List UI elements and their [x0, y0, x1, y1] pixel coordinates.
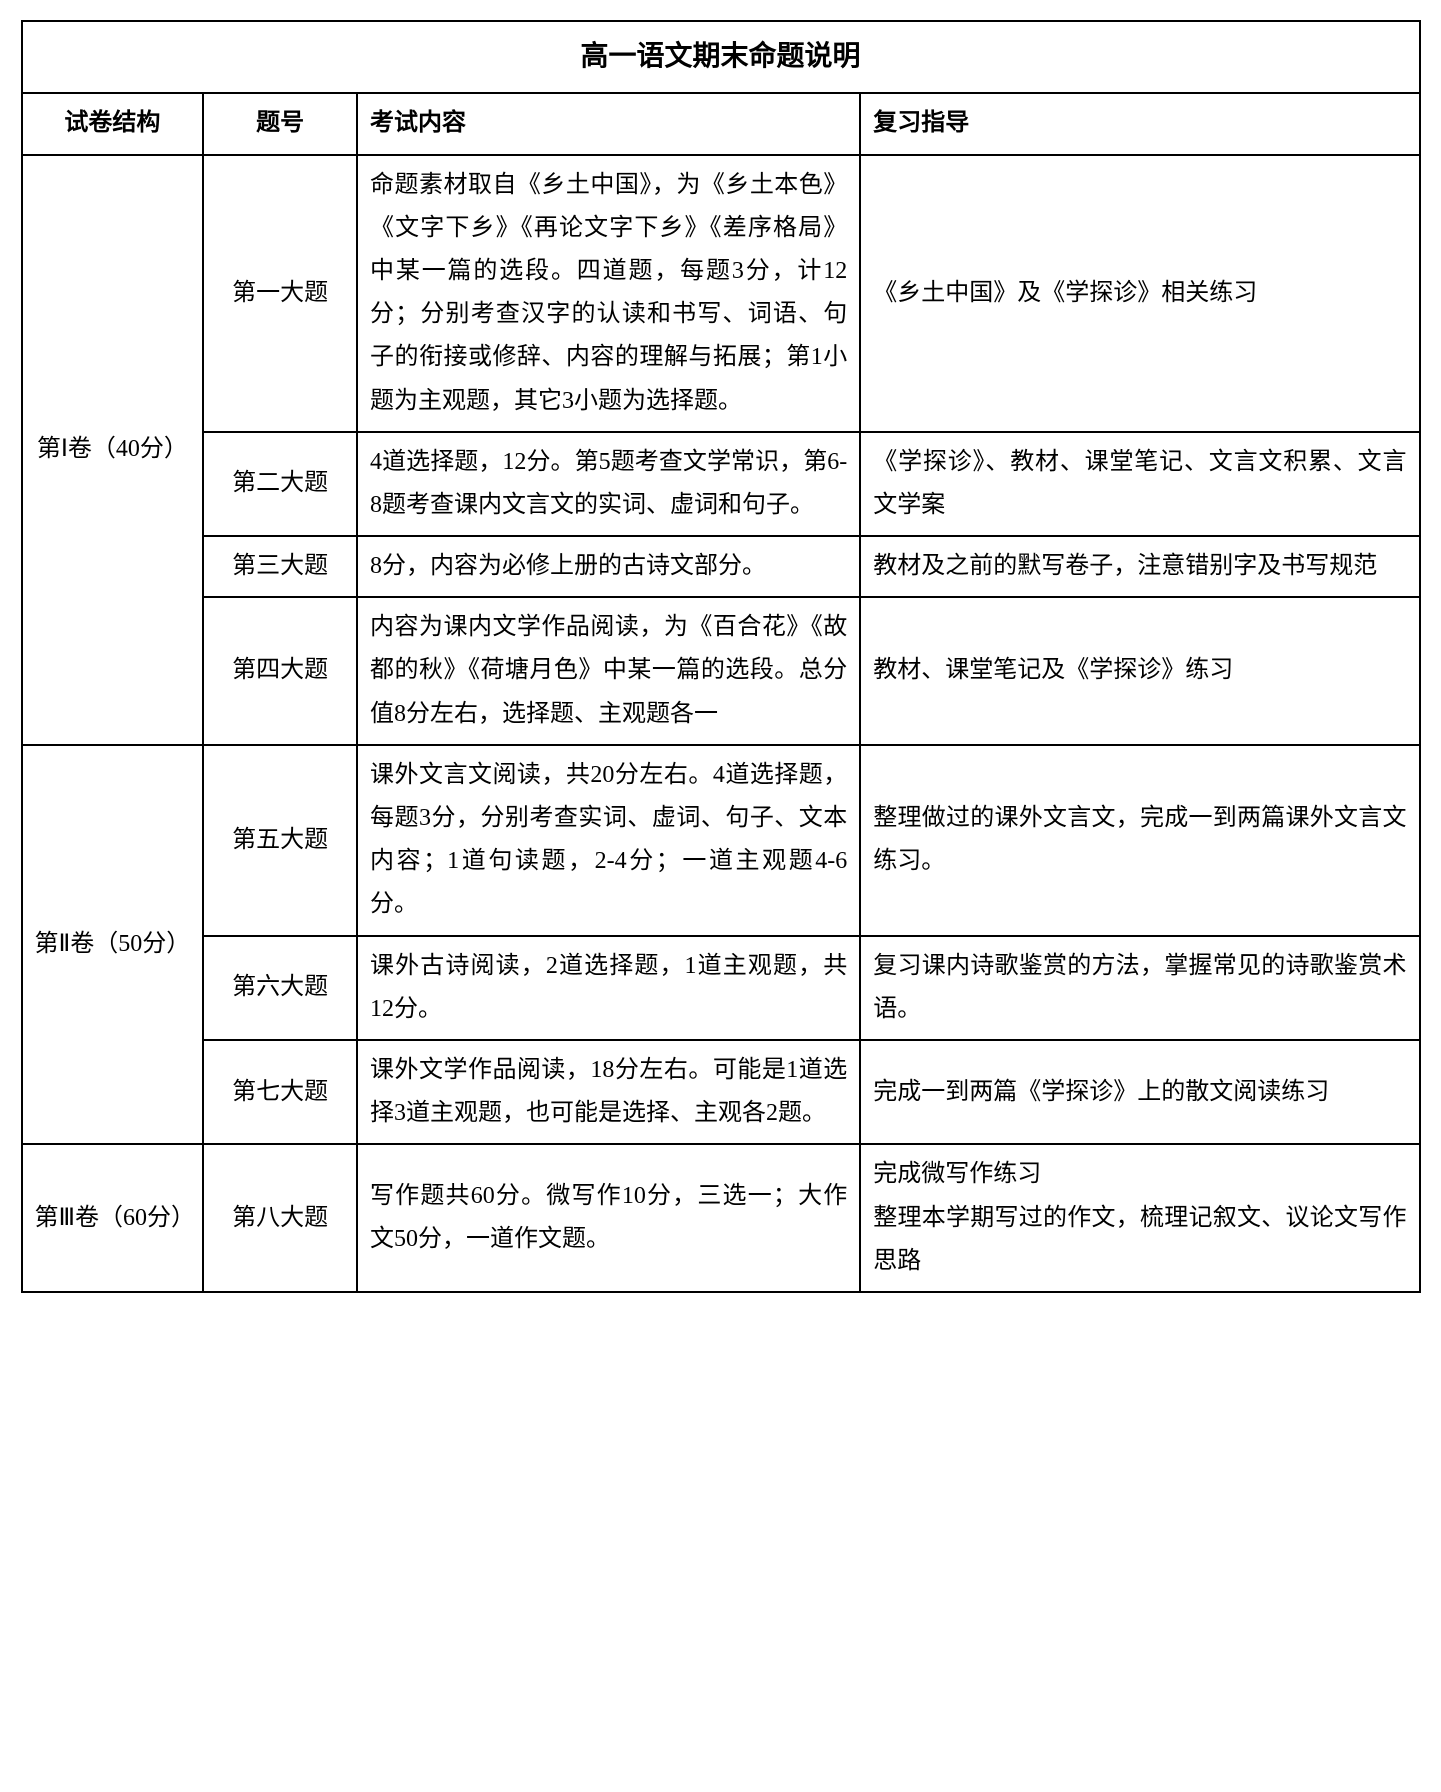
content-cell: 课外文学作品阅读，18分左右。可能是1道选择3道主观题，也可能是选择、主观各2题…: [357, 1040, 860, 1144]
header-content: 考试内容: [357, 93, 860, 154]
content-cell: 命题素材取自《乡土中国》，为《乡土本色》《文字下乡》《再论文字下乡》《差序格局》…: [357, 155, 860, 432]
header-guide: 复习指导: [860, 93, 1419, 154]
table-row: 第七大题 课外文学作品阅读，18分左右。可能是1道选择3道主观题，也可能是选择、…: [22, 1040, 1420, 1144]
header-row: 试卷结构 题号 考试内容 复习指导: [22, 93, 1420, 154]
number-cell: 第五大题: [203, 745, 357, 936]
number-cell: 第二大题: [203, 432, 357, 536]
guide-cell: 《乡土中国》及《学探诊》相关练习: [860, 155, 1419, 432]
table-row: 第三大题 8分，内容为必修上册的古诗文部分。 教材及之前的默写卷子，注意错别字及…: [22, 536, 1420, 597]
table-row: 第Ⅱ卷（50分） 第五大题 课外文言文阅读，共20分左右。4道选择题，每题3分，…: [22, 745, 1420, 936]
content-cell: 课外文言文阅读，共20分左右。4道选择题，每题3分，分别考查实词、虚词、句子、文…: [357, 745, 860, 936]
number-cell: 第七大题: [203, 1040, 357, 1144]
guide-cell: 整理做过的课外文言文，完成一到两篇课外文言文练习。: [860, 745, 1419, 936]
guide-cell: 完成微写作练习整理本学期写过的作文，梳理记叙文、议论文写作思路: [860, 1144, 1419, 1292]
header-structure: 试卷结构: [22, 93, 204, 154]
table-title: 高一语文期末命题说明: [22, 21, 1420, 93]
content-cell: 写作题共60分。微写作10分，三选一；大作文50分，一道作文题。: [357, 1144, 860, 1292]
title-row: 高一语文期末命题说明: [22, 21, 1420, 93]
number-cell: 第一大题: [203, 155, 357, 432]
guide-cell: 复习课内诗歌鉴赏的方法，掌握常见的诗歌鉴赏术语。: [860, 936, 1419, 1040]
structure-cell: 第Ⅱ卷（50分）: [22, 745, 204, 1145]
table-row: 第六大题 课外古诗阅读，2道选择题，1道主观题，共12分。 复习课内诗歌鉴赏的方…: [22, 936, 1420, 1040]
content-cell: 内容为课内文学作品阅读，为《百合花》《故都的秋》《荷塘月色》中某一篇的选段。总分…: [357, 597, 860, 745]
header-number: 题号: [203, 93, 357, 154]
table-row: 第二大题 4道选择题，12分。第5题考查文学常识，第6-8题考查课内文言文的实词…: [22, 432, 1420, 536]
guide-cell: 教材、课堂笔记及《学探诊》练习: [860, 597, 1419, 745]
content-cell: 4道选择题，12分。第5题考查文学常识，第6-8题考查课内文言文的实词、虚词和句…: [357, 432, 860, 536]
guide-cell: 《学探诊》、教材、课堂笔记、文言文积累、文言文学案: [860, 432, 1419, 536]
content-cell: 8分，内容为必修上册的古诗文部分。: [357, 536, 860, 597]
number-cell: 第八大题: [203, 1144, 357, 1292]
number-cell: 第三大题: [203, 536, 357, 597]
table-row: 第四大题 内容为课内文学作品阅读，为《百合花》《故都的秋》《荷塘月色》中某一篇的…: [22, 597, 1420, 745]
table-row: 第Ⅲ卷（60分） 第八大题 写作题共60分。微写作10分，三选一；大作文50分，…: [22, 1144, 1420, 1292]
content-cell: 课外古诗阅读，2道选择题，1道主观题，共12分。: [357, 936, 860, 1040]
exam-spec-table: 高一语文期末命题说明 试卷结构 题号 考试内容 复习指导 第Ⅰ卷（40分） 第一…: [21, 20, 1421, 1293]
structure-cell: 第Ⅲ卷（60分）: [22, 1144, 204, 1292]
number-cell: 第六大题: [203, 936, 357, 1040]
table-row: 第Ⅰ卷（40分） 第一大题 命题素材取自《乡土中国》，为《乡土本色》《文字下乡》…: [22, 155, 1420, 432]
number-cell: 第四大题: [203, 597, 357, 745]
guide-cell: 教材及之前的默写卷子，注意错别字及书写规范: [860, 536, 1419, 597]
structure-cell: 第Ⅰ卷（40分）: [22, 155, 204, 745]
guide-cell: 完成一到两篇《学探诊》上的散文阅读练习: [860, 1040, 1419, 1144]
